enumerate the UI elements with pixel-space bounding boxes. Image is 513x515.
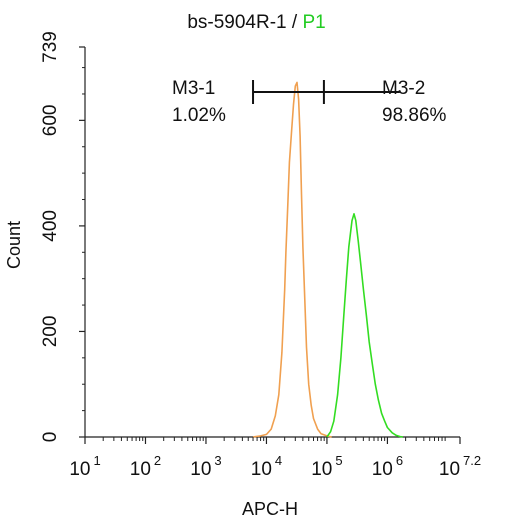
marker-percent-2: 98.86%	[382, 105, 447, 126]
plot-area	[84, 47, 460, 438]
marker-layer: M3-1 1.02% M3-2 98.86%	[172, 78, 447, 126]
y-tick-label: 200	[40, 316, 61, 348]
x-tick-label: 10 4	[251, 453, 282, 480]
y-tick-label: 739	[40, 31, 61, 63]
series-line-2	[326, 213, 404, 438]
x-tick-base: 10	[439, 459, 460, 480]
x-tick-base: 10	[372, 459, 393, 480]
x-tick-exponent: 6	[396, 453, 403, 468]
y-tick-label: 0	[40, 432, 61, 443]
marker-percent-1: 1.02%	[172, 105, 226, 126]
x-tick-base: 10	[311, 459, 332, 480]
x-tick-exponent: 7.2	[463, 453, 481, 468]
y-axis-title: Count	[4, 221, 24, 269]
x-tick-base: 10	[251, 459, 272, 480]
marker-name-1: M3-1	[172, 78, 215, 99]
x-tick-label: 10 5	[311, 453, 342, 480]
x-tick-label: 10 7.2	[439, 453, 481, 480]
series-line-1	[252, 81, 332, 438]
x-tick-exponent: 5	[335, 453, 342, 468]
x-axis-title: APC-H	[242, 499, 298, 515]
y-tick-label: 600	[40, 105, 61, 137]
x-tick-label: 10 1	[69, 453, 100, 480]
chart-title: bs-5904R-1 / P1	[0, 12, 513, 34]
x-tick-exponent: 2	[154, 453, 161, 468]
x-tick-exponent: 1	[93, 453, 100, 468]
chart-title-gate: P1	[302, 12, 326, 33]
x-tick-exponent: 4	[275, 453, 282, 468]
x-tick-exponent: 3	[214, 453, 221, 468]
marker-name-2: M3-2	[382, 78, 425, 99]
x-tick-base: 10	[190, 459, 211, 480]
series-layer	[252, 81, 404, 438]
x-tick-label: 10 3	[190, 453, 221, 480]
x-tick-base: 10	[69, 459, 90, 480]
x-tick-base: 10	[130, 459, 151, 480]
chart-title-separator: /	[286, 12, 303, 33]
x-tick-label: 10 2	[130, 453, 161, 480]
y-tick-label: 400	[40, 210, 61, 242]
x-tick-label: 10 6	[372, 453, 403, 480]
chart-title-text: bs-5904R-1	[187, 12, 287, 33]
